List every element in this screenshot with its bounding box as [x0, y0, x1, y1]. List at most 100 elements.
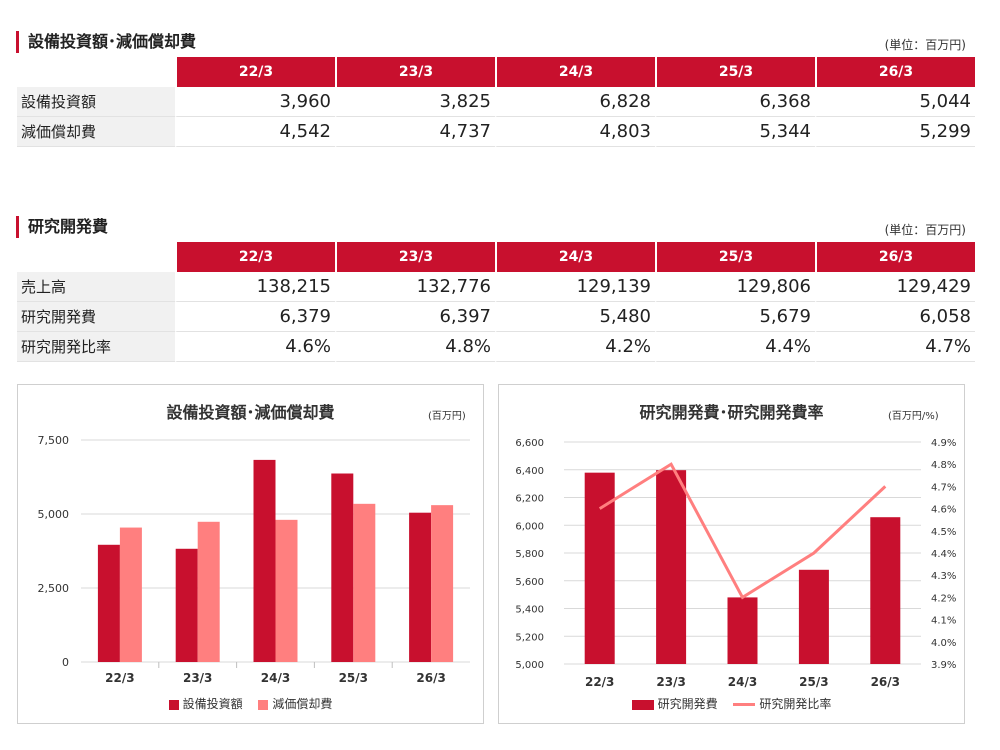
bar	[175, 548, 198, 662]
capex-chart-plot: 0 2,500 5,000 7,500 22/3 23/3 24/3 25/3 26/3	[38, 434, 470, 685]
y-tick-label: 5,400	[515, 605, 544, 616]
ratio-line	[598, 462, 887, 600]
table-cell: 5,344	[655, 117, 815, 147]
table-cell: 5,299	[815, 117, 975, 147]
row-label: 研究開発費	[17, 302, 175, 332]
table-cell: 4.4%	[655, 332, 815, 362]
legend-label: 研究開発費	[657, 697, 718, 711]
table-cell: 6,368	[655, 87, 815, 117]
table-cell: 6,058	[815, 302, 975, 332]
y-tick-label: 2,500	[38, 582, 70, 595]
x-tick-label: 26/3	[871, 675, 900, 689]
bar	[431, 505, 454, 662]
table-cell: 3,825	[335, 87, 495, 117]
y2-tick-label: 3.9%	[931, 660, 956, 671]
y2-tick-label: 4.4%	[931, 549, 956, 560]
y-tick-label: 6,600	[515, 438, 544, 449]
table-cell: 4.6%	[175, 332, 335, 362]
x-tick-label: 25/3	[339, 671, 368, 685]
legend-item-rd-ratio: 研究開発比率	[733, 697, 831, 711]
capex-chart-title: 設備投資額･減価償却費	[166, 403, 335, 422]
row-label: 売上高	[17, 272, 175, 302]
x-tick-label: 22/3	[105, 671, 134, 685]
x-tick-label: 23/3	[656, 675, 685, 689]
rd-unit: (単位：百万円)	[884, 223, 966, 237]
table-cell: 5,480	[495, 302, 655, 332]
bar	[97, 544, 120, 662]
rd-chart-title: 研究開発費･研究開発費率	[639, 403, 824, 422]
rd-table: 22/3 23/3 24/3 25/3 26/3 売上高 138,215 132,776 129…	[17, 242, 975, 362]
y2-tick-label: 4.6%	[931, 505, 956, 516]
table-cell: 4.7%	[815, 332, 975, 362]
y-tick-label: 5,000	[515, 660, 544, 671]
capex-chart: 設備投資額･減価償却費 (百万円) 0 2,500 5,000 7,500 22/3 23…	[17, 384, 484, 724]
capex-section-title: 設備投資額･減価償却費	[16, 31, 196, 53]
y2-tick-label: 4.2%	[931, 593, 956, 604]
column-header: 24/3	[495, 242, 655, 272]
y2-tick-label: 4.9%	[931, 438, 956, 449]
x-tick-label: 22/3	[585, 675, 614, 689]
legend-label: 減価償却費	[272, 697, 333, 711]
capex-table: 22/3 23/3 24/3 25/3 26/3 設備投資額 3,960 3,825 6,828…	[17, 57, 975, 147]
table-row: 売上高 138,215 132,776 129,139 129,806 129,429	[17, 272, 975, 302]
legend-swatch	[168, 699, 179, 710]
table-cell: 4,542	[175, 117, 335, 147]
y-tick-label: 5,000	[38, 508, 70, 521]
table-cell: 5,679	[655, 302, 815, 332]
column-header: 23/3	[335, 57, 495, 87]
bar	[584, 472, 615, 664]
bar	[727, 597, 758, 664]
rd-chart-legend: 研究開発費 研究開発比率	[499, 695, 964, 712]
capex-chart-legend: 設備投資額 減価償却費	[18, 695, 483, 712]
x-tick-label: 26/3	[416, 671, 445, 685]
table-cell: 3,960	[175, 87, 335, 117]
x-tick-label: 24/3	[728, 675, 757, 689]
y-tick-label: 5,800	[515, 549, 544, 560]
legend-label: 設備投資額	[182, 697, 243, 711]
bar	[275, 519, 298, 662]
column-header: 22/3	[175, 57, 335, 87]
y2-tick-label: 4.1%	[931, 616, 956, 627]
bar	[409, 512, 432, 662]
y2-tick-label: 4.5%	[931, 527, 956, 538]
column-header: 24/3	[495, 57, 655, 87]
legend-line	[733, 703, 756, 706]
bar	[119, 527, 142, 662]
column-header: 25/3	[655, 57, 815, 87]
column-header: 26/3	[815, 57, 975, 87]
rd-chart: 研究開発費･研究開発費率 (百万円/%) 5,000 5,200 5,400 5,60…	[498, 384, 965, 724]
row-label: 設備投資額	[17, 87, 175, 117]
y-tick-label: 6,200	[515, 494, 544, 505]
rd-section-title: 研究開発費	[16, 216, 108, 238]
table-cell: 4,737	[335, 117, 495, 147]
legend-item-depreciation: 減価償却費	[258, 697, 332, 711]
bar	[197, 521, 220, 662]
header-blank	[17, 57, 175, 87]
table-cell: 4,803	[495, 117, 655, 147]
table-row: 設備投資額 3,960 3,825 6,828 6,368 5,044	[17, 87, 975, 117]
y-tick-label: 7,500	[38, 434, 70, 447]
header-blank	[17, 242, 175, 272]
legend-label: 研究開発比率	[759, 697, 832, 711]
table-cell: 132,776	[335, 272, 495, 302]
table-cell: 129,139	[495, 272, 655, 302]
legend-swatch	[258, 699, 269, 710]
column-header: 26/3	[815, 242, 975, 272]
legend-item-capex: 設備投資額	[168, 697, 243, 711]
x-tick-label: 23/3	[183, 671, 212, 685]
table-row: 研究開発費 6,379 6,397 5,480 5,679 6,058	[17, 302, 975, 332]
column-header: 22/3	[175, 242, 335, 272]
capex-unit: (単位：百万円)	[884, 38, 966, 52]
legend-swatch	[631, 699, 654, 710]
table-row: 研究開発比率 4.6% 4.8% 4.2% 4.4% 4.7%	[17, 332, 975, 362]
table-cell: 6,397	[335, 302, 495, 332]
bar	[353, 503, 376, 662]
legend-item-rd: 研究開発費	[631, 697, 718, 711]
table-cell: 138,215	[175, 272, 335, 302]
bar	[656, 470, 687, 664]
bar	[870, 517, 901, 664]
y2-tick-label: 4.7%	[931, 482, 956, 493]
y2-tick-label: 4.0%	[931, 638, 956, 649]
rd-chart-unit: (百万円/%)	[888, 411, 939, 422]
table-cell: 6,828	[495, 87, 655, 117]
